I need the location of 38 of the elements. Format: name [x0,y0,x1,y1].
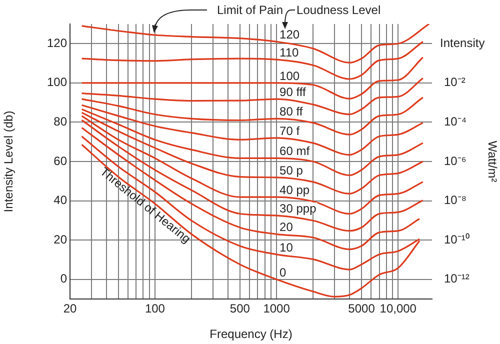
series-label: 60 mf [280,144,310,158]
text: 10⁻¹⁰ [444,232,470,246]
y-tick-label: 40 [54,193,68,208]
y-tick-label: 120 [46,36,68,50]
y-axis-title: Intensity Level (db) [2,110,16,212]
text: Loudness Level [296,3,381,17]
text: 10⁻¹² [444,272,470,286]
y-tick-label: 20 [54,232,68,246]
text: 10⁻⁶ [444,154,466,168]
series-label: 40 pp [280,183,310,198]
y-tick-label: 100 [46,75,68,90]
text: Intensity [440,36,485,50]
y-tick-label: 0 [60,272,68,286]
series-label: 0 [280,265,287,280]
annotation: Limit of Pain [216,3,284,17]
series-label: 10 [280,240,294,254]
x-tick-label: 100 [144,302,166,316]
y2-axis-title: Watt/m² [486,140,500,182]
series-label: 110 [280,46,299,60]
series-label: 70 f [280,124,300,138]
x-tick-label: 1000 [263,302,290,316]
series-label: 100 [280,68,300,83]
x-tick-label: 500 [230,302,250,316]
series-label: 90 fff [280,85,306,100]
text: 10⁻² [444,75,466,90]
x-tick-label: 5000 [348,302,376,316]
series-label: 20 [280,220,294,234]
x-axis-title: Frequency (Hz) [210,327,292,342]
y-tick-label: 80 [54,114,68,129]
x-tick-label: 20 [63,302,77,316]
text: 10⁻⁸ [444,193,466,208]
text: 10⁻⁴ [444,114,467,129]
series-label: 30 ppp [280,202,317,216]
y-tick-label: 60 [54,154,68,168]
x-tick-label: 10,000 [380,302,417,316]
series-label: 50 p [280,163,304,178]
series-label: 120 [280,28,300,42]
series-label: 80 ff [280,104,304,119]
